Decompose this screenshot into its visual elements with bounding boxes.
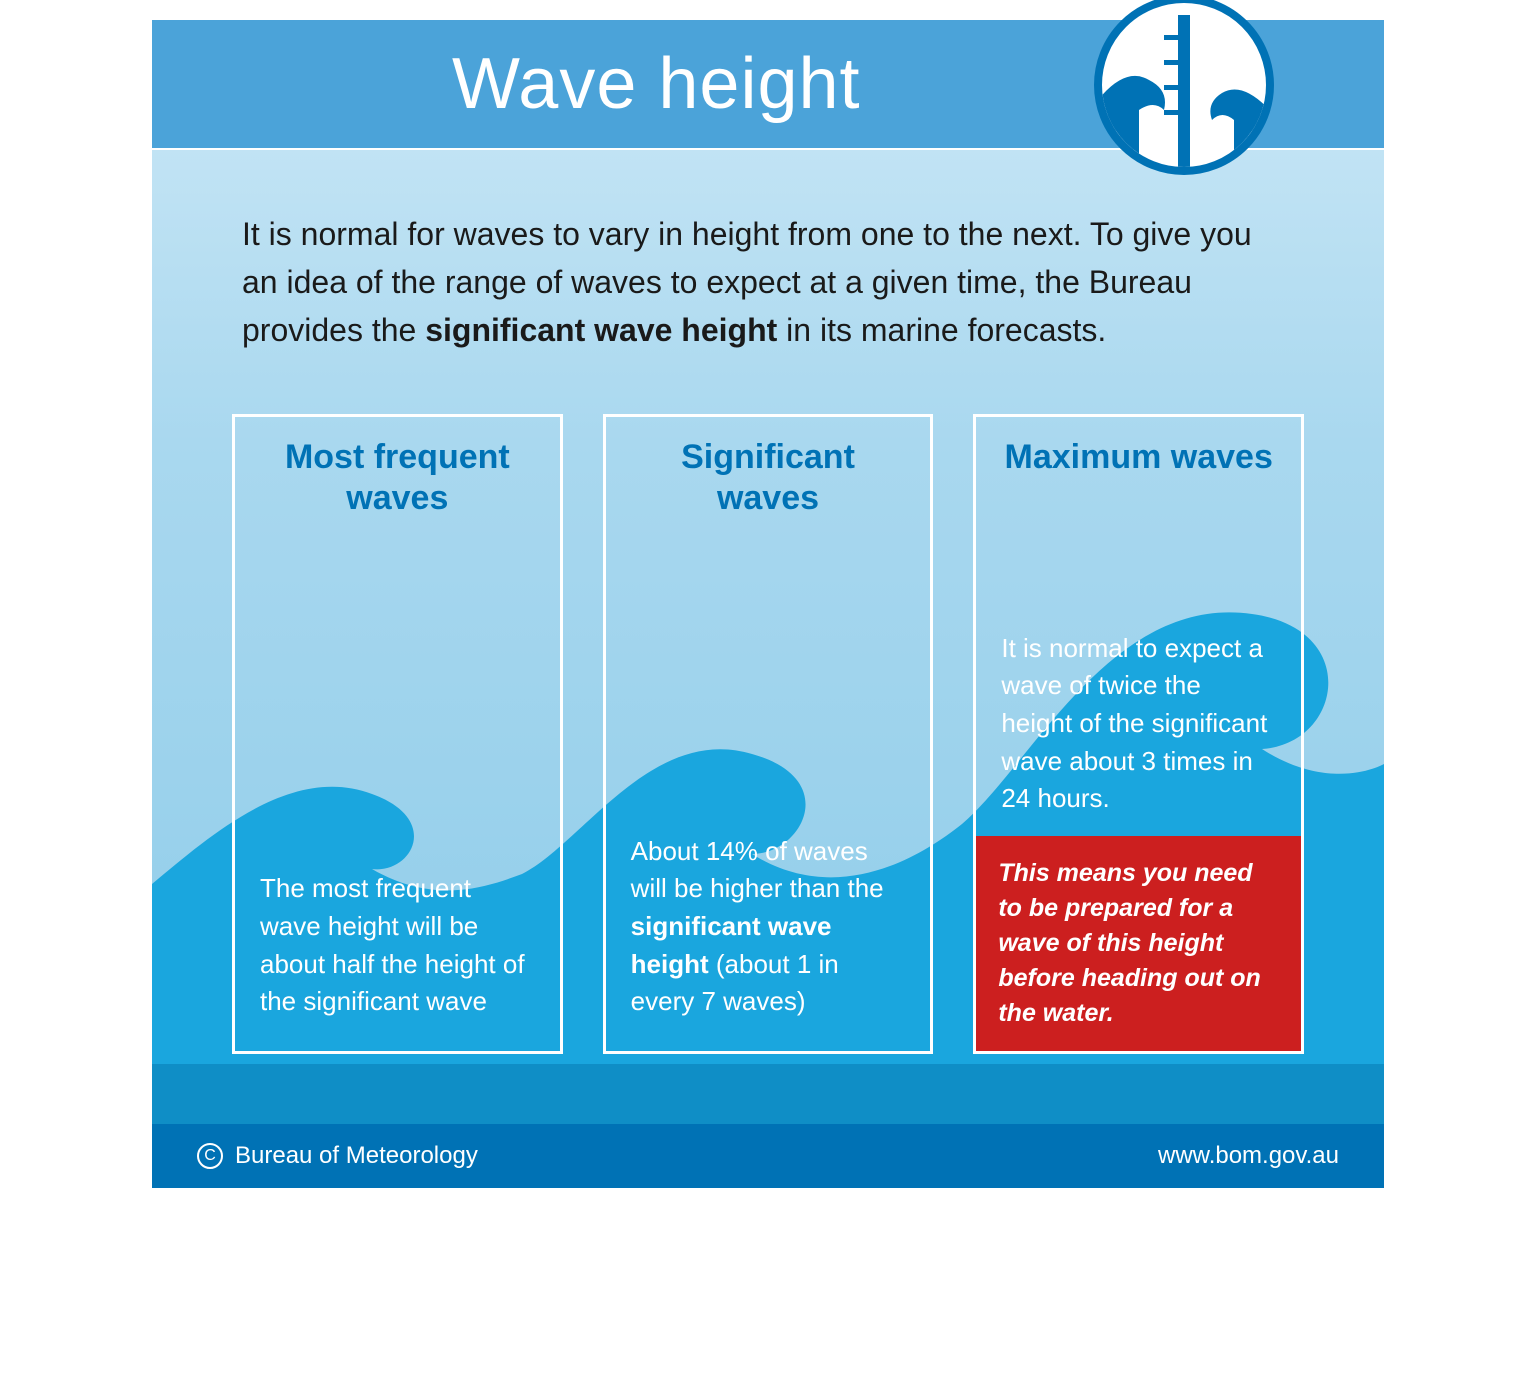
card-body: The most frequent wave height will be ab… — [260, 870, 535, 1031]
card-title: Significant waves — [631, 437, 906, 527]
card-significant: Significant waves About 14% of waves wil… — [603, 414, 934, 1054]
infographic-root: Wave height — [152, 20, 1384, 1188]
intro-bold: significant wave height — [425, 312, 777, 348]
intro-text: It is normal for waves to vary in height… — [232, 210, 1304, 354]
card-body: It is normal to expect a wave of twice t… — [1001, 630, 1276, 818]
card-most-frequent: Most frequent waves The most frequent wa… — [232, 414, 563, 1054]
footer-bar: C Bureau of Meteorology www.bom.gov.au — [152, 1124, 1384, 1188]
card-title: Most frequent waves — [260, 437, 535, 527]
footer-left: C Bureau of Meteorology — [197, 1142, 478, 1170]
footer-org: Bureau of Meteorology — [235, 1142, 478, 1170]
copyright-icon: C — [197, 1143, 223, 1169]
warning-box: This means you need to be prepared for a… — [976, 836, 1301, 1051]
card-body: About 14% of waves will be higher than t… — [631, 833, 906, 1031]
card-maximum: Maximum waves It is normal to expect a w… — [973, 414, 1304, 1054]
body-area: It is normal for waves to vary in height… — [152, 150, 1384, 1124]
intro-post: in its marine forecasts. — [777, 312, 1106, 348]
header-band: Wave height — [152, 20, 1384, 150]
card-title: Maximum waves — [1001, 437, 1276, 527]
page-title: Wave height — [452, 43, 861, 125]
footer-url: www.bom.gov.au — [1158, 1142, 1339, 1170]
cards-row: Most frequent waves The most frequent wa… — [232, 414, 1304, 1124]
wave-gauge-icon — [1094, 0, 1274, 175]
